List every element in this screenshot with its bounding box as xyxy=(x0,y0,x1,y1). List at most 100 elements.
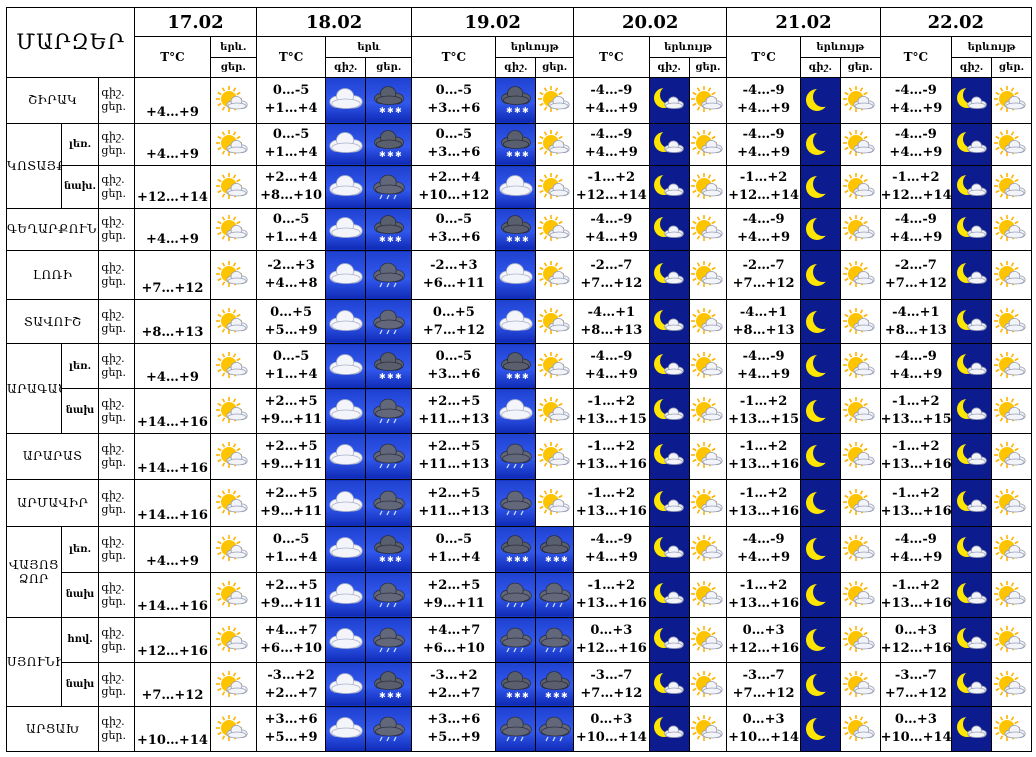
cloud-icon xyxy=(325,122,367,167)
cloud-with-snow-icon: ✱ ✱ ✱ xyxy=(365,343,413,390)
temperature-night: -4…-9 xyxy=(590,212,633,228)
temperature-range: -1…+2 +13…+16 xyxy=(726,432,801,481)
temperature-range: -4…-9 +4…+9 xyxy=(879,343,953,390)
temperature-night: -1…+2 xyxy=(892,439,940,455)
temperature-day: +13…+16 xyxy=(880,457,952,473)
temperature-range: +3…+6 +5…+9 xyxy=(411,706,497,752)
temperature-day: +4…+9 xyxy=(584,101,638,117)
cloud-with-snow-icon: ✱ ✱ ✱ xyxy=(365,207,413,252)
svg-text:✱: ✱ xyxy=(522,555,529,564)
temperature-range: +2…+5 +9…+11 xyxy=(255,479,327,527)
date-header: 17.02 xyxy=(134,6,257,38)
temperature-day: +6…+10 xyxy=(422,640,485,656)
night-day-labels: գիշ. ցեր. xyxy=(98,207,136,252)
temp-header: T°C xyxy=(411,36,497,78)
temperature-night: 0…-5 xyxy=(272,83,310,99)
temperature-night: +2…+5 xyxy=(264,486,318,502)
region-row: ՎԱՅՈՑ ՁՈՐ լեռ. գիշ. ցեր. +4…+9 0…-5 +1…+4 ✱ ✱ ✱… xyxy=(6,525,1033,619)
sun-behind-cloud-icon xyxy=(535,298,575,345)
region-row: ԿՈՏԱՅՔ լեռ. գիշ. ցեր. +4…+9 0…-5 +1…+4 ✱ ✱ ✱ 0…-… xyxy=(6,122,1033,209)
sun-behind-cloud-icon xyxy=(535,122,575,167)
sun-behind-cloud-icon xyxy=(688,343,728,390)
moon-with-cloud-icon xyxy=(951,388,992,434)
sun-behind-cloud-icon xyxy=(688,165,728,209)
cloud-with-rain-icon xyxy=(365,617,413,663)
cloud-with-snow-icon: ✱ ✱ ✱ xyxy=(365,525,413,573)
temperature-range: +2…+4 +10…+12 xyxy=(411,165,497,209)
temperature-day: +4…+9 xyxy=(134,122,211,167)
temperature-day: +12…+14 xyxy=(575,187,647,203)
cloud-icon xyxy=(495,388,537,434)
svg-text:✱: ✱ xyxy=(387,106,394,115)
crescent-moon-icon xyxy=(799,165,841,209)
temperature-range: -4…-9 +4…+9 xyxy=(573,122,650,167)
night-day-labels: գիշ. ցեր. xyxy=(98,122,136,167)
cloud-icon xyxy=(325,571,367,619)
sun-behind-cloud-icon xyxy=(990,388,1033,434)
sun-behind-cloud-icon xyxy=(535,343,575,390)
day-label: ցեր. xyxy=(101,410,126,424)
day-label: ցեր. xyxy=(101,594,126,608)
temperature-range: -3…-7 +7…+12 xyxy=(879,661,953,708)
temperature-night: -4…-9 xyxy=(742,212,785,228)
temperature-night: -4…-9 xyxy=(894,83,937,99)
temperature-day: +4…+9 xyxy=(584,550,638,566)
temperature-day: +4…+9 xyxy=(134,207,211,252)
night-day-labels: գիշ. ցեր. xyxy=(98,250,136,300)
temperature-day: +13…+16 xyxy=(575,595,647,611)
cloud-icon xyxy=(325,207,367,252)
svg-text:✱: ✱ xyxy=(387,372,394,381)
sun-behind-cloud-icon xyxy=(688,207,728,252)
temperature-range: 0…+3 +10…+14 xyxy=(879,706,953,752)
sun-behind-cloud-icon xyxy=(209,343,257,390)
temperature-range: -3…-7 +7…+12 xyxy=(573,661,650,708)
temperature-day: +2…+7 xyxy=(264,685,318,701)
temperature-night: -4…+1 xyxy=(892,304,940,320)
sun-behind-cloud-icon xyxy=(839,525,881,573)
temperature-night: -3…-7 xyxy=(590,667,633,683)
night-label: գիշ. xyxy=(101,352,125,366)
temperature-range: -1…+2 +13…+16 xyxy=(726,571,801,619)
temperature-day: +7…+12 xyxy=(134,661,211,708)
temperature-night: +2…+5 xyxy=(264,577,318,593)
crescent-moon-icon xyxy=(799,706,841,752)
night-label: գիշ. xyxy=(101,670,125,684)
night-day-labels: գիշ. ցեր. xyxy=(98,76,136,124)
cloud-with-snow-icon: ✱ ✱ ✱ xyxy=(495,207,537,252)
temperature-day: +6…+10 xyxy=(260,640,323,656)
cloud-icon xyxy=(325,661,367,708)
region-name: ԱՐՄԱՎԻՐ xyxy=(5,479,100,527)
temperature-night: -4…-9 xyxy=(590,532,633,548)
temperature-day: +13…+16 xyxy=(728,457,800,473)
moon-with-cloud-icon xyxy=(951,343,992,390)
temperature-range: -1…+2 +12…+14 xyxy=(879,165,953,209)
sun-behind-cloud-icon xyxy=(688,661,728,708)
sun-behind-cloud-icon xyxy=(209,298,257,345)
temp-header: T°C xyxy=(573,36,650,78)
cloud-icon xyxy=(325,617,367,663)
date-header: 20.02 xyxy=(573,6,728,38)
temperature-night: -4…-9 xyxy=(894,212,937,228)
temperature-day: +4…+9 xyxy=(889,230,943,246)
temperature-day: +13…+16 xyxy=(575,457,647,473)
cloud-icon xyxy=(325,432,367,481)
temperature-range: +2…+5 +9…+11 xyxy=(411,571,497,619)
temperature-night: -4…-9 xyxy=(742,349,785,365)
svg-text:✱: ✱ xyxy=(545,555,552,564)
temperature-day: +9…+11 xyxy=(260,504,323,520)
temperature-range: +2…+5 +9…+11 xyxy=(255,571,327,619)
temperature-range: +4…+7 +6…+10 xyxy=(411,617,497,663)
temperature-day: +3…+6 xyxy=(427,145,481,161)
temperature-night: -4…-9 xyxy=(742,83,785,99)
temp-header: T°C xyxy=(255,36,327,78)
temperature-range: -4…-9 +4…+9 xyxy=(726,525,801,573)
temperature-night: -4…-9 xyxy=(590,349,633,365)
night-day-labels: գիշ. ցեր. xyxy=(98,571,136,619)
sun-behind-cloud-icon xyxy=(839,122,881,167)
temperature-day: +7…+12 xyxy=(732,276,795,292)
temperature-day: +10…+12 xyxy=(418,187,490,203)
day-label: ցեր. xyxy=(101,144,126,158)
night-label: գիշ. xyxy=(648,56,690,78)
day-label: ցեր. xyxy=(101,639,126,653)
svg-text:✱: ✱ xyxy=(514,555,521,564)
